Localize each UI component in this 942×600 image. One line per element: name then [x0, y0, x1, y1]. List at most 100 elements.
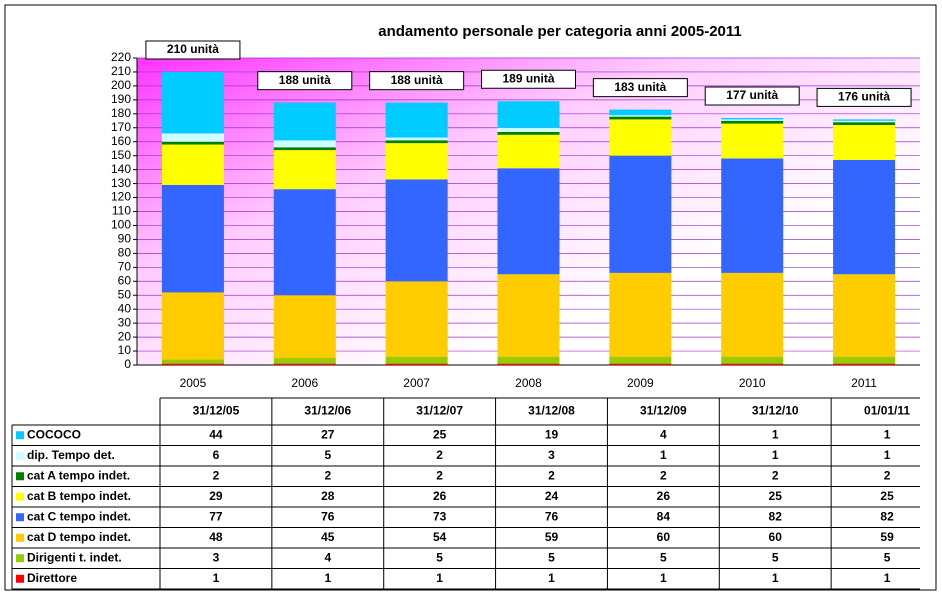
y-tick-label: 0 [124, 357, 131, 371]
bar-segment [161, 133, 224, 142]
bar-segment [385, 102, 448, 138]
bar-segment [721, 123, 784, 159]
y-tick-label: 130 [111, 176, 131, 190]
table-cell: 1 [436, 571, 443, 585]
bar-segment [721, 356, 784, 364]
table-cell: 5 [884, 550, 891, 564]
table-cell: 1 [772, 448, 779, 462]
bar-segment [273, 189, 336, 296]
table-cell: 73 [433, 509, 447, 523]
table-cell: 77 [209, 509, 223, 523]
table-cell: 5 [660, 550, 667, 564]
bar-segment [609, 115, 672, 117]
bar-segment [161, 184, 224, 293]
x-tick-label: 2011 [851, 376, 877, 390]
y-tick-label: 30 [118, 315, 132, 329]
table-cell: 54 [433, 530, 447, 544]
table-cell: 5 [772, 550, 779, 564]
bar-segment [833, 124, 896, 160]
legend-swatch [16, 533, 24, 542]
legend-swatch [16, 431, 24, 440]
table-header: 31/12/09 [640, 404, 687, 418]
y-tick-label: 10 [118, 343, 132, 357]
y-tick-label: 90 [118, 232, 132, 246]
table-cell: 28 [321, 489, 335, 503]
table-cell: 25 [880, 489, 894, 503]
table-cell: 59 [545, 530, 559, 544]
table-header: 31/12/10 [752, 404, 799, 418]
bar-segment [161, 359, 224, 364]
table-header: 01/01/11 [864, 404, 910, 418]
x-tick-label: 2009 [627, 376, 654, 390]
legend-label: COCOCO [27, 427, 81, 441]
y-tick-label: 80 [118, 246, 132, 260]
bar-segment [609, 272, 672, 357]
legend-swatch [16, 492, 24, 501]
table-cell: 1 [772, 427, 779, 441]
table-cell: 1 [660, 448, 667, 462]
table-cell: 2 [884, 468, 891, 482]
table-cell: 76 [321, 509, 335, 523]
bar-segment [273, 140, 336, 148]
y-tick-label: 60 [118, 273, 132, 287]
bar-segment [273, 102, 336, 141]
table-cell: 82 [880, 509, 894, 523]
table-cell: 1 [772, 571, 779, 585]
bar-segment [721, 118, 784, 120]
bar-segment [609, 109, 672, 116]
table-cell: 2 [436, 468, 443, 482]
bar-segment [721, 158, 784, 273]
y-tick-label: 200 [111, 78, 131, 92]
legend-label: cat C tempo indet. [27, 509, 131, 523]
total-label-box [704, 86, 800, 106]
total-label-box [257, 71, 353, 91]
table-cell: 84 [657, 509, 671, 523]
bar-segment [833, 363, 896, 365]
table-cell: 1 [213, 571, 220, 585]
bar-segment [497, 134, 560, 169]
x-tick-label: 2006 [291, 376, 318, 390]
bar-segment [497, 131, 560, 135]
bar-segment [385, 143, 448, 180]
table-cell: 1 [548, 571, 555, 585]
table-cell: 60 [769, 530, 783, 544]
y-tick-label: 110 [112, 204, 131, 218]
bar-segment [721, 363, 784, 365]
legend-label: cat B tempo indet. [27, 489, 131, 503]
total-label: 177 unità [726, 88, 778, 102]
x-tick-label: 2010 [739, 376, 766, 390]
table-cell: 24 [545, 489, 559, 503]
y-tick-label: 160 [111, 134, 131, 148]
total-label-box [369, 71, 465, 91]
table-cell: 2 [772, 468, 779, 482]
legend-label: dip. Tempo det. [27, 448, 115, 462]
table-cell: 3 [213, 550, 220, 564]
legend-label: Dirigenti t. indet. [27, 550, 122, 564]
table-header: 31/12/06 [304, 404, 351, 418]
legend-label: cat A tempo indet. [27, 468, 130, 482]
bar-segment [721, 272, 784, 357]
legend-label: cat D tempo indet. [27, 530, 131, 544]
table-cell: 5 [324, 448, 331, 462]
table-cell: 19 [545, 427, 559, 441]
total-label: 189 unità [502, 71, 554, 85]
bar-segment [273, 147, 336, 151]
bar-segment [273, 363, 336, 365]
bar-segment [833, 119, 896, 121]
bar-segment [833, 159, 896, 275]
y-tick-label: 140 [111, 162, 131, 176]
table-cell: 5 [548, 550, 555, 564]
table-cell: 48 [209, 530, 223, 544]
total-label-box [481, 69, 576, 89]
bar-segment [497, 127, 560, 132]
y-tick-label: 220 [111, 50, 131, 64]
chart-title: andamento personale per categoria anni 2… [378, 23, 742, 40]
bar-segment [385, 356, 448, 364]
bar-segment [721, 120, 784, 124]
bar-segment [273, 150, 336, 190]
total-label-box [592, 78, 688, 98]
bar-segment [497, 363, 560, 365]
bar-segment [161, 144, 224, 185]
total-label: 210 unità [167, 42, 219, 56]
